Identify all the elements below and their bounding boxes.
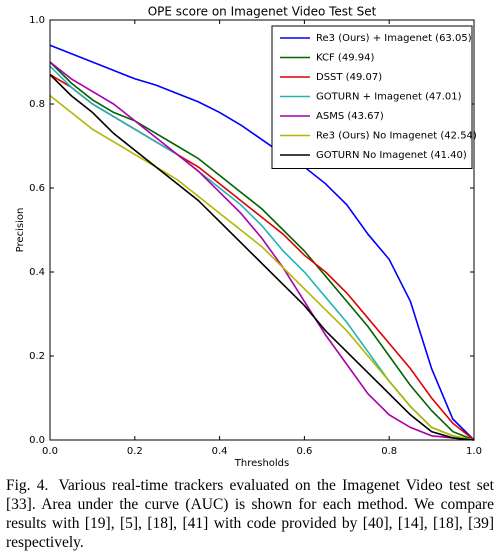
x-tick-label: 0.2 xyxy=(127,446,143,457)
y-tick-label: 0.0 xyxy=(29,435,45,446)
x-tick-label: 1.0 xyxy=(466,446,482,457)
legend-label: ASMS (43.67) xyxy=(316,111,384,122)
legend-label: KCF (49.94) xyxy=(316,53,374,64)
legend-label: Re3 (Ours) No Imagenet (42.54) xyxy=(316,131,477,142)
legend-label: GOTURN No Imagenet (41.40) xyxy=(316,150,467,161)
caption: Fig. 4. Various real-time trackers evalua… xyxy=(6,476,494,552)
x-tick-label: 0.0 xyxy=(42,446,58,457)
series-line xyxy=(49,94,475,441)
caption-label: Fig. 4. xyxy=(6,477,49,494)
caption-text: Various real-time trackers evaluated on … xyxy=(6,477,494,551)
y-tick-label: 1.0 xyxy=(29,15,45,26)
series-line xyxy=(49,74,475,441)
y-tick-label: 0.2 xyxy=(29,351,45,362)
legend-label: GOTURN + Imagenet (47.01) xyxy=(316,92,462,103)
x-tick-label: 0.6 xyxy=(296,446,312,457)
legend-label: Re3 (Ours) + Imagenet (63.05) xyxy=(316,33,472,44)
y-tick-label: 0.4 xyxy=(29,267,45,278)
legend-label: DSST (49.07) xyxy=(316,72,382,83)
y-tick-label: 0.6 xyxy=(29,183,45,194)
y-tick-label: 0.8 xyxy=(29,99,45,110)
x-tick-label: 0.8 xyxy=(381,446,397,457)
x-axis-label: Thresholds xyxy=(234,458,290,469)
y-axis-label: Precision xyxy=(15,208,26,253)
chart-title: OPE score on Imagenet Video Test Set xyxy=(148,5,377,19)
plot-frame xyxy=(49,19,475,441)
series-line xyxy=(49,61,475,441)
x-tick-label: 0.4 xyxy=(212,446,228,457)
series-line xyxy=(49,61,475,441)
series-line xyxy=(49,44,475,441)
chart: OPE score on Imagenet Video Test Set Thr… xyxy=(15,5,482,470)
